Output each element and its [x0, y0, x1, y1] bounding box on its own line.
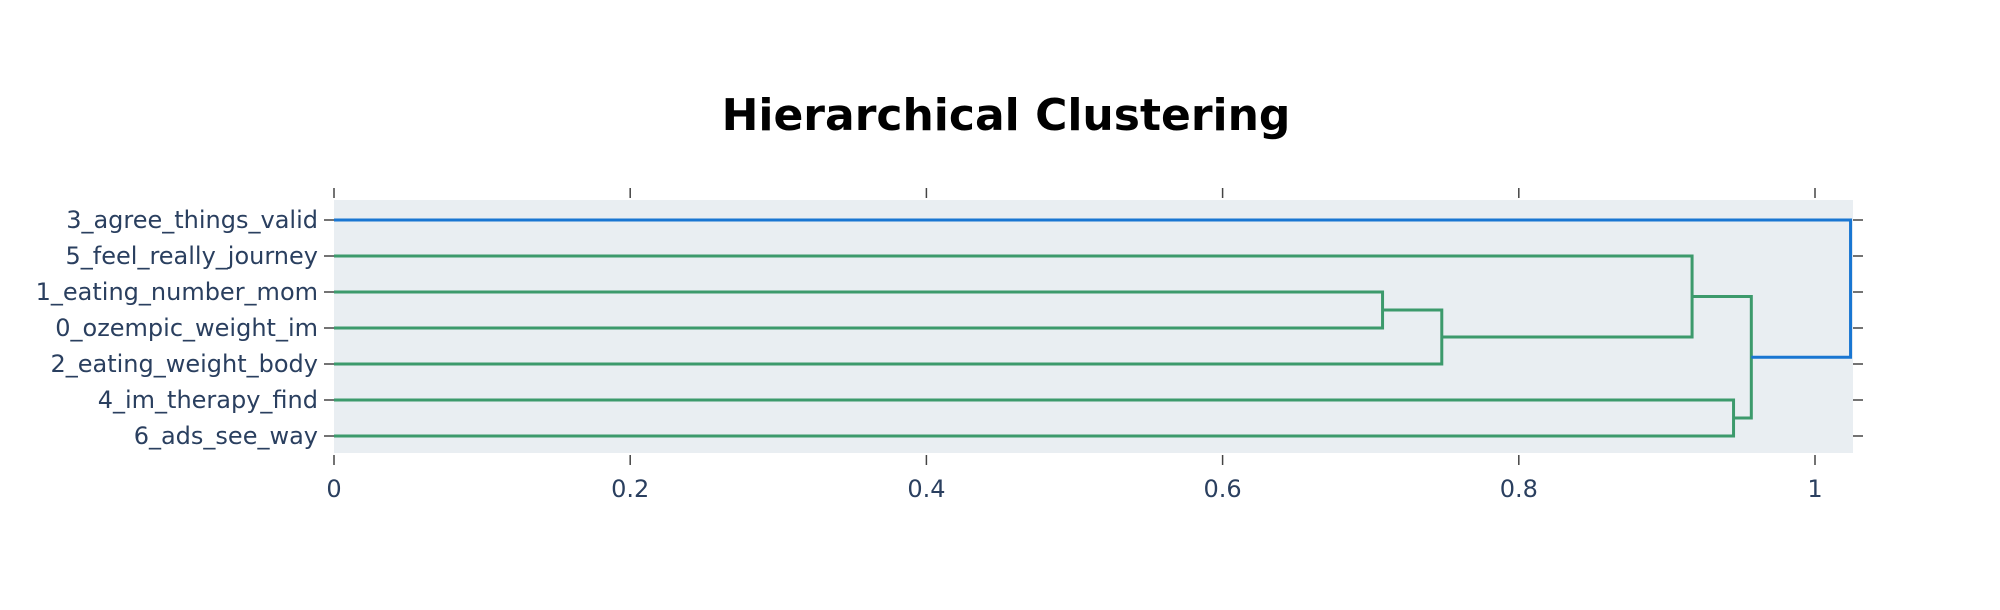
plot-area: 3_agree_things_valid 5_feel_really_journe… — [36, 188, 1863, 503]
x-tick-label-0: 0 — [326, 475, 341, 503]
leaf-label-3: 0_ozempic_weight_im — [55, 314, 318, 342]
leaf-label-6: 6_ads_see_way — [134, 422, 318, 450]
x-tick-label-5: 1 — [1807, 475, 1822, 503]
chart-title: Hierarchical Clustering — [722, 90, 1291, 141]
leaf-label-2: 1_eating_number_mom — [36, 278, 318, 306]
leaf-label-4: 2_eating_weight_body — [50, 350, 318, 378]
x-tick-label-3: 0.6 — [1204, 475, 1242, 503]
x-tick-label-2: 0.4 — [907, 475, 945, 503]
leaf-label-5: 4_im_therapy_find — [98, 386, 318, 414]
dendrogram-link-m6 — [334, 218, 1853, 359]
leaf-label-1: 5_feel_really_journey — [66, 242, 318, 270]
leaf-label-0: 3_agree_things_valid — [66, 206, 318, 234]
x-tick-label-4: 0.8 — [1500, 475, 1538, 503]
x-tick-label-1: 0.2 — [611, 475, 649, 503]
